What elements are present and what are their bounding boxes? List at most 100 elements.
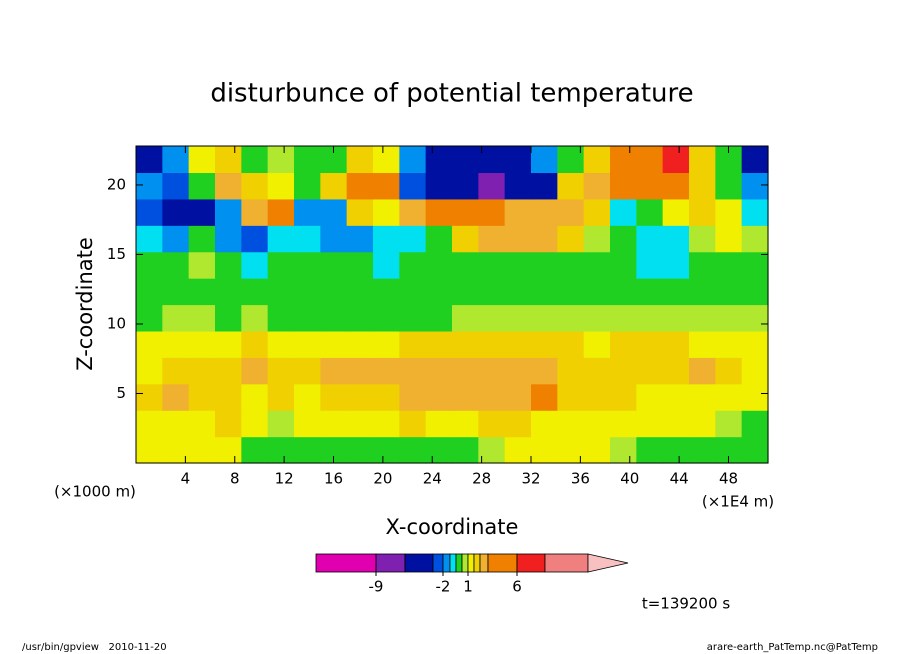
field-cell (715, 251, 743, 279)
field-cell (215, 225, 242, 253)
field-cell (294, 436, 321, 464)
field-cell (425, 304, 453, 332)
field-cell (294, 383, 321, 411)
field-cell (294, 225, 321, 253)
field-cell (689, 304, 716, 332)
field-cell (662, 198, 690, 226)
field-cell (425, 357, 453, 385)
field-cell (162, 357, 190, 385)
field-cell (267, 304, 295, 332)
field-cell (452, 357, 479, 385)
field-cell (557, 410, 585, 438)
field-cell (531, 410, 558, 438)
field-cell (188, 278, 216, 306)
field-cell (294, 357, 321, 385)
field-cell (478, 304, 506, 332)
field-cell (741, 357, 769, 385)
field-cell (267, 251, 295, 279)
colorbar-tick-label: -9 (369, 578, 384, 596)
field-cell (478, 251, 506, 279)
field-cell (741, 330, 769, 358)
colorbar-box (455, 553, 463, 573)
field-cell (452, 198, 479, 226)
field-cell (689, 330, 716, 358)
field-cell (478, 146, 506, 174)
field-cell (715, 410, 743, 438)
field-cell (162, 383, 190, 411)
field-cell (662, 278, 690, 306)
field-cell (531, 330, 558, 358)
colorbar-box (449, 553, 457, 573)
field-cell (531, 198, 558, 226)
field-cell (610, 357, 637, 385)
colorbar-tick-label: 1 (463, 578, 473, 596)
field-cell (662, 225, 690, 253)
field-cell (241, 410, 269, 438)
field-cell (188, 383, 216, 411)
field-cell (662, 410, 690, 438)
field-cell (188, 172, 216, 200)
field-cell (136, 278, 163, 306)
field-cell (715, 198, 743, 226)
field-cell (215, 278, 242, 306)
x-tick-label: 16 (324, 470, 343, 488)
field-cell (215, 436, 242, 464)
field-cell (610, 198, 637, 226)
field-cell (267, 383, 295, 411)
field-cell (504, 278, 532, 306)
field-cell (531, 436, 558, 464)
field-cell (478, 330, 506, 358)
field-cell (373, 330, 400, 358)
field-cell (583, 172, 611, 200)
field-cell (504, 225, 532, 253)
field-cell (162, 410, 190, 438)
field-cell (557, 251, 585, 279)
y-axis-label: Z-coordinate (73, 237, 97, 371)
field-cell (504, 172, 532, 200)
field-cell (215, 357, 242, 385)
field-cell (478, 436, 506, 464)
field-cell (136, 436, 163, 464)
field-cell (425, 172, 453, 200)
field-cell (346, 383, 374, 411)
field-cell (583, 330, 611, 358)
field-cell (557, 304, 585, 332)
field-cell (267, 198, 295, 226)
field-cell (136, 304, 163, 332)
field-cell (241, 225, 269, 253)
field-cell (215, 410, 242, 438)
field-cell (689, 146, 716, 174)
field-cell (741, 146, 769, 174)
colorbar-box (432, 553, 444, 573)
field-cell (399, 410, 427, 438)
field-cell (267, 146, 295, 174)
field-cell (610, 410, 637, 438)
field-cell (557, 225, 585, 253)
field-cell (215, 330, 242, 358)
y-tick-label: 10 (107, 314, 126, 332)
field-cell (741, 225, 769, 253)
field-cell (557, 436, 585, 464)
field-cell (583, 410, 611, 438)
field-cell (346, 436, 374, 464)
colorbar-box (467, 553, 475, 573)
field-cell (162, 225, 190, 253)
field-cell (504, 410, 532, 438)
colorbar-extension (587, 553, 629, 573)
field-cell (215, 383, 242, 411)
field-cell (689, 357, 716, 385)
field-cell (452, 225, 479, 253)
field-cell (241, 251, 269, 279)
field-cell (636, 172, 664, 200)
field-cell (531, 225, 558, 253)
field-cell (294, 304, 321, 332)
field-cell (346, 278, 374, 306)
field-cell (741, 251, 769, 279)
field-cell (373, 304, 400, 332)
field-cell (241, 304, 269, 332)
field-cell (162, 330, 190, 358)
chart-title: disturbunce of potential temperature (210, 79, 693, 109)
field-cell (399, 225, 427, 253)
field-cell (373, 278, 400, 306)
field-cell (241, 278, 269, 306)
